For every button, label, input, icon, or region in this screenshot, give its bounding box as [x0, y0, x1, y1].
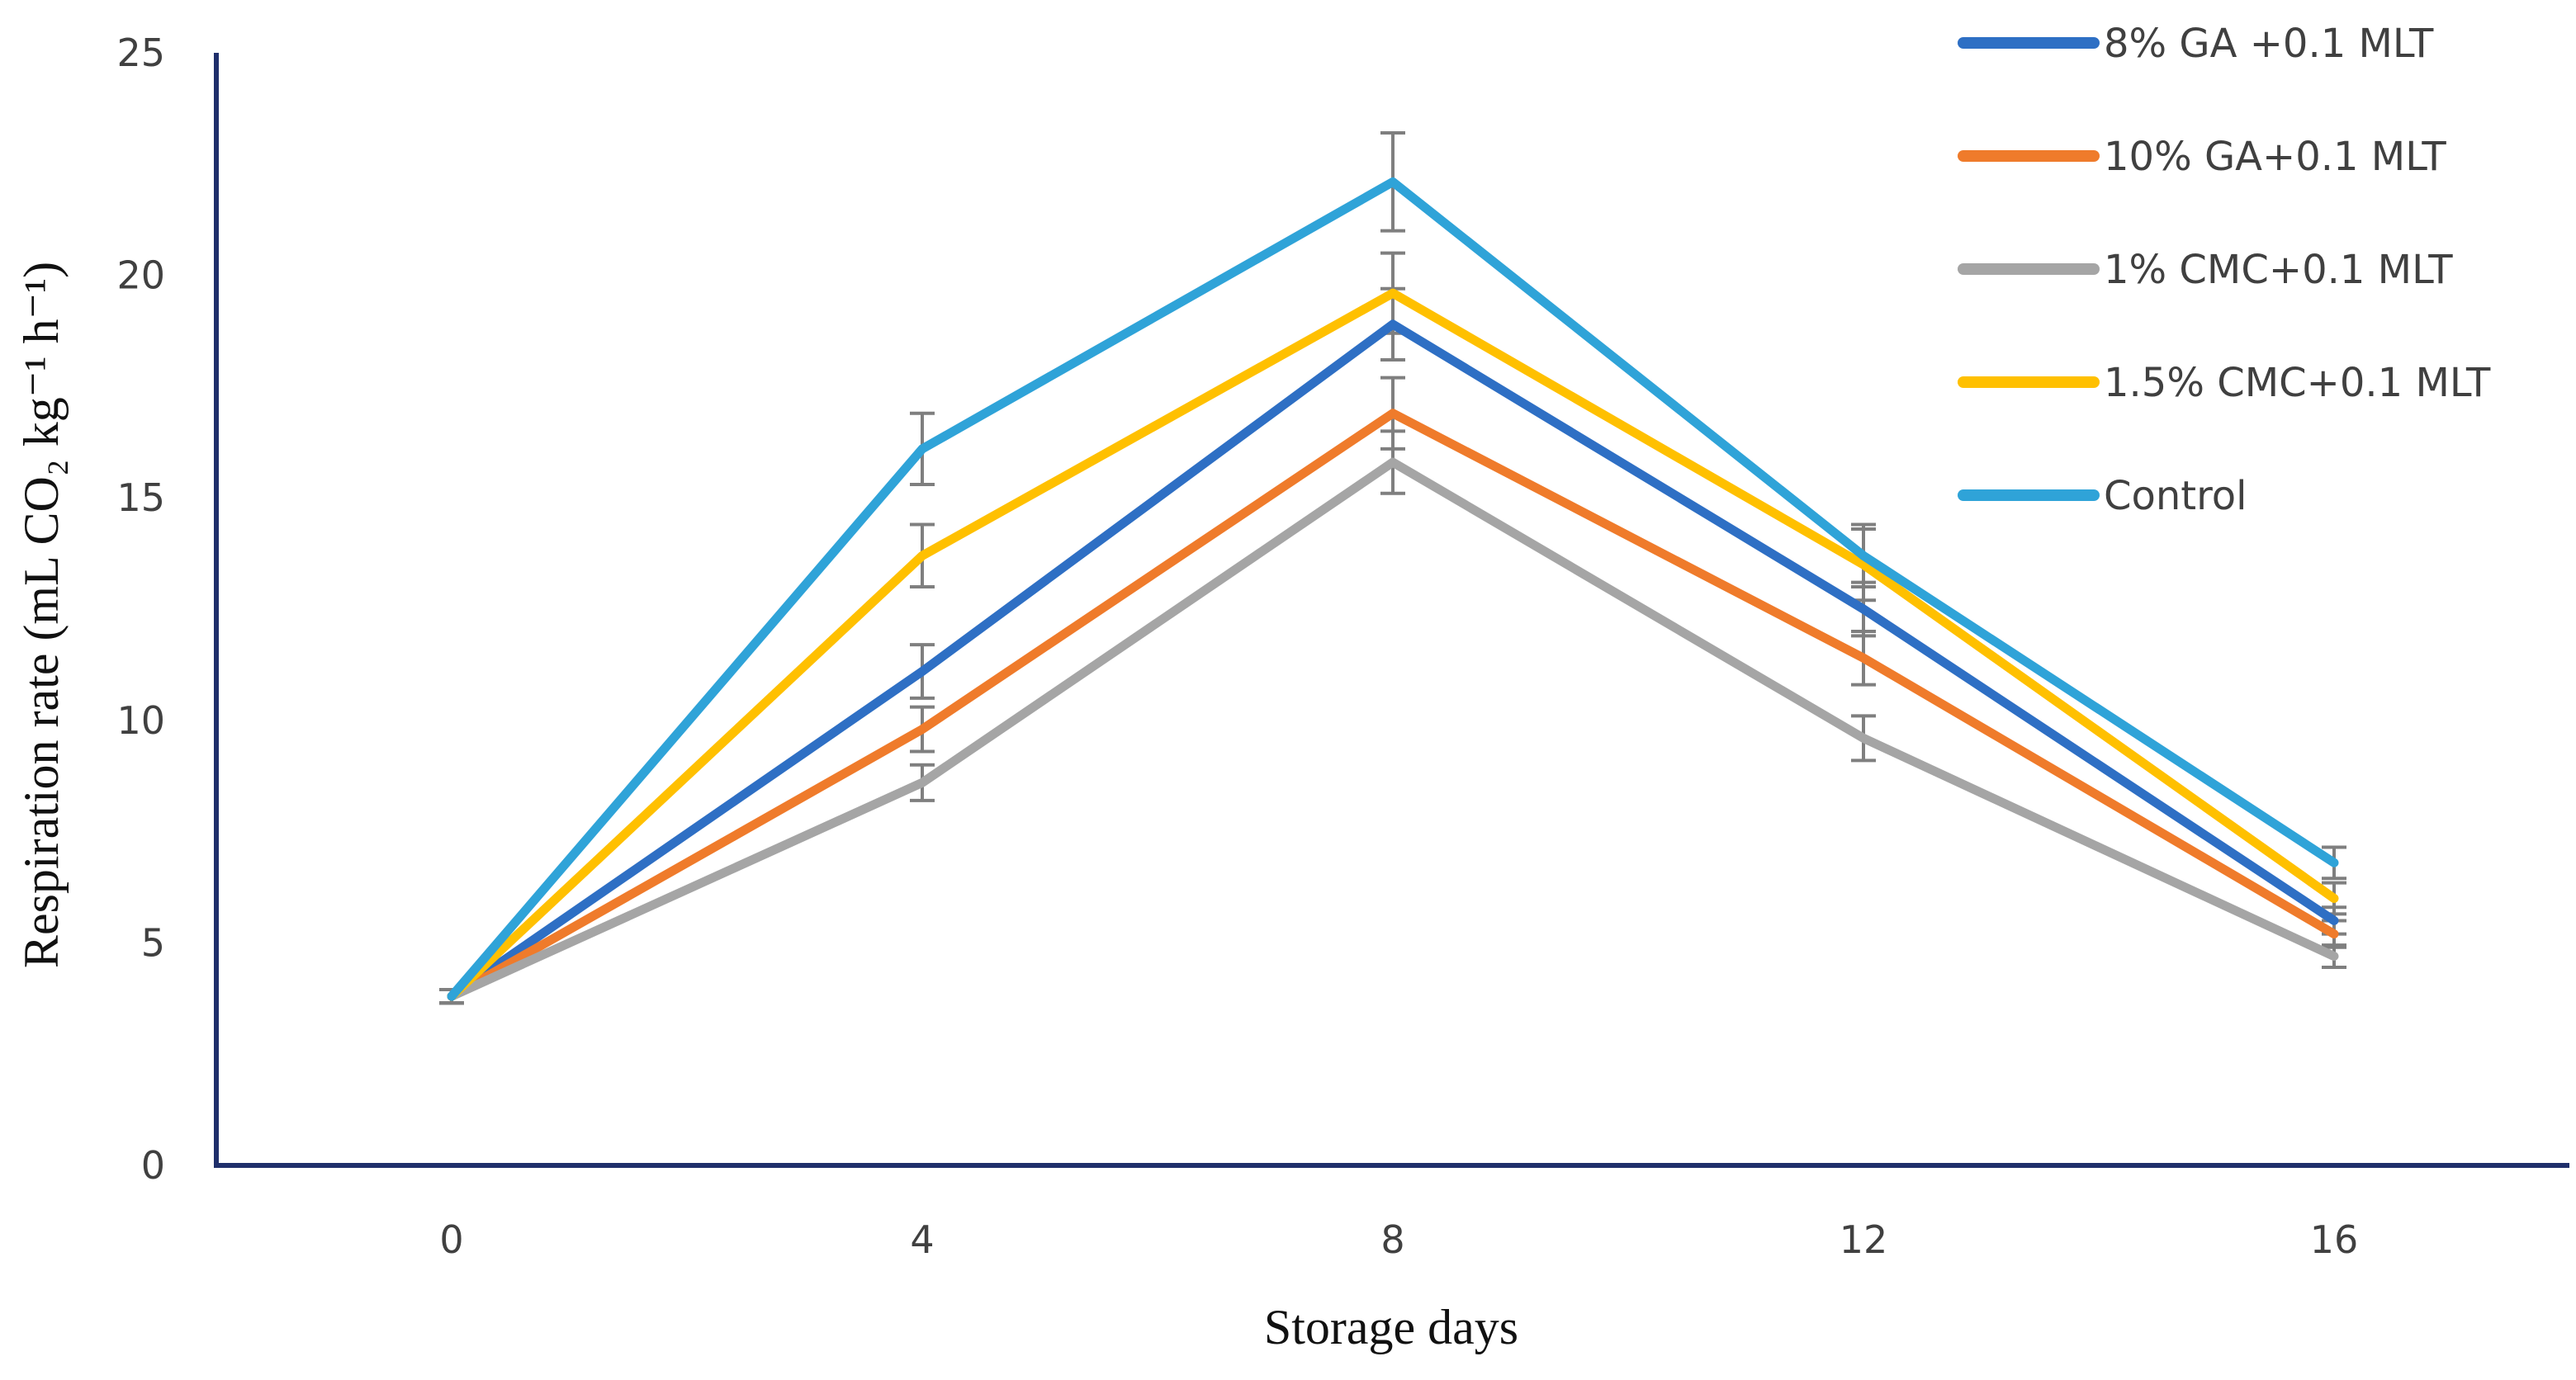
series-line-layer — [447, 177, 2339, 1001]
y-tick-label-0: 0 — [141, 1143, 165, 1188]
x-axis-title: Storage days — [1264, 1300, 1518, 1354]
series-line-4 — [447, 288, 2339, 1001]
legend-label-5: Control — [2104, 473, 2247, 519]
legend-item-4: 1.5% CMC+0.1 MLT — [1958, 360, 2491, 406]
y-tick-label-15: 15 — [116, 475, 165, 520]
legend-label-1: 8% GA +0.1 MLT — [2104, 21, 2434, 67]
x-tick-label-0: 0 — [439, 1217, 463, 1262]
axes-layer — [214, 53, 2569, 1168]
legend-item-2: 10% GA+0.1 MLT — [1958, 134, 2446, 180]
y-axis-title: Respiration rate (mL CO₂ kg⁻¹ h⁻¹) — [14, 262, 69, 968]
y-tick-label-25: 25 — [116, 31, 165, 75]
series-line-1 — [447, 319, 2339, 1001]
legend: 8% GA +0.1 MLT 10% GA+0.1 MLT 1% CMC+0.1 M… — [1958, 21, 2491, 519]
legend-label-4: 1.5% CMC+0.1 MLT — [2104, 360, 2491, 406]
legend-label-3: 1% CMC+0.1 MLT — [2104, 247, 2453, 293]
legend-item-5: Control — [1958, 473, 2247, 519]
x-tick-label-8: 8 — [1380, 1217, 1404, 1262]
y-tick-labels: 0 5 10 15 20 25 — [116, 31, 165, 1188]
y-tick-label-20: 20 — [116, 253, 165, 298]
series-line-3 — [447, 457, 2339, 1001]
x-tick-label-4: 4 — [910, 1217, 934, 1262]
legend-item-3: 1% CMC+0.1 MLT — [1958, 247, 2453, 293]
series-line-2 — [447, 409, 2339, 1001]
legend-label-2: 10% GA+0.1 MLT — [2104, 134, 2446, 180]
y-tick-label-10: 10 — [116, 698, 165, 743]
series-line-5 — [447, 177, 2339, 1001]
y-tick-label-5: 5 — [141, 920, 165, 965]
x-tick-labels: 0 4 8 12 16 — [439, 1217, 2358, 1262]
legend-item-1: 8% GA +0.1 MLT — [1958, 21, 2434, 67]
x-tick-label-12: 12 — [1840, 1217, 1888, 1262]
x-tick-label-16: 16 — [2310, 1217, 2359, 1262]
